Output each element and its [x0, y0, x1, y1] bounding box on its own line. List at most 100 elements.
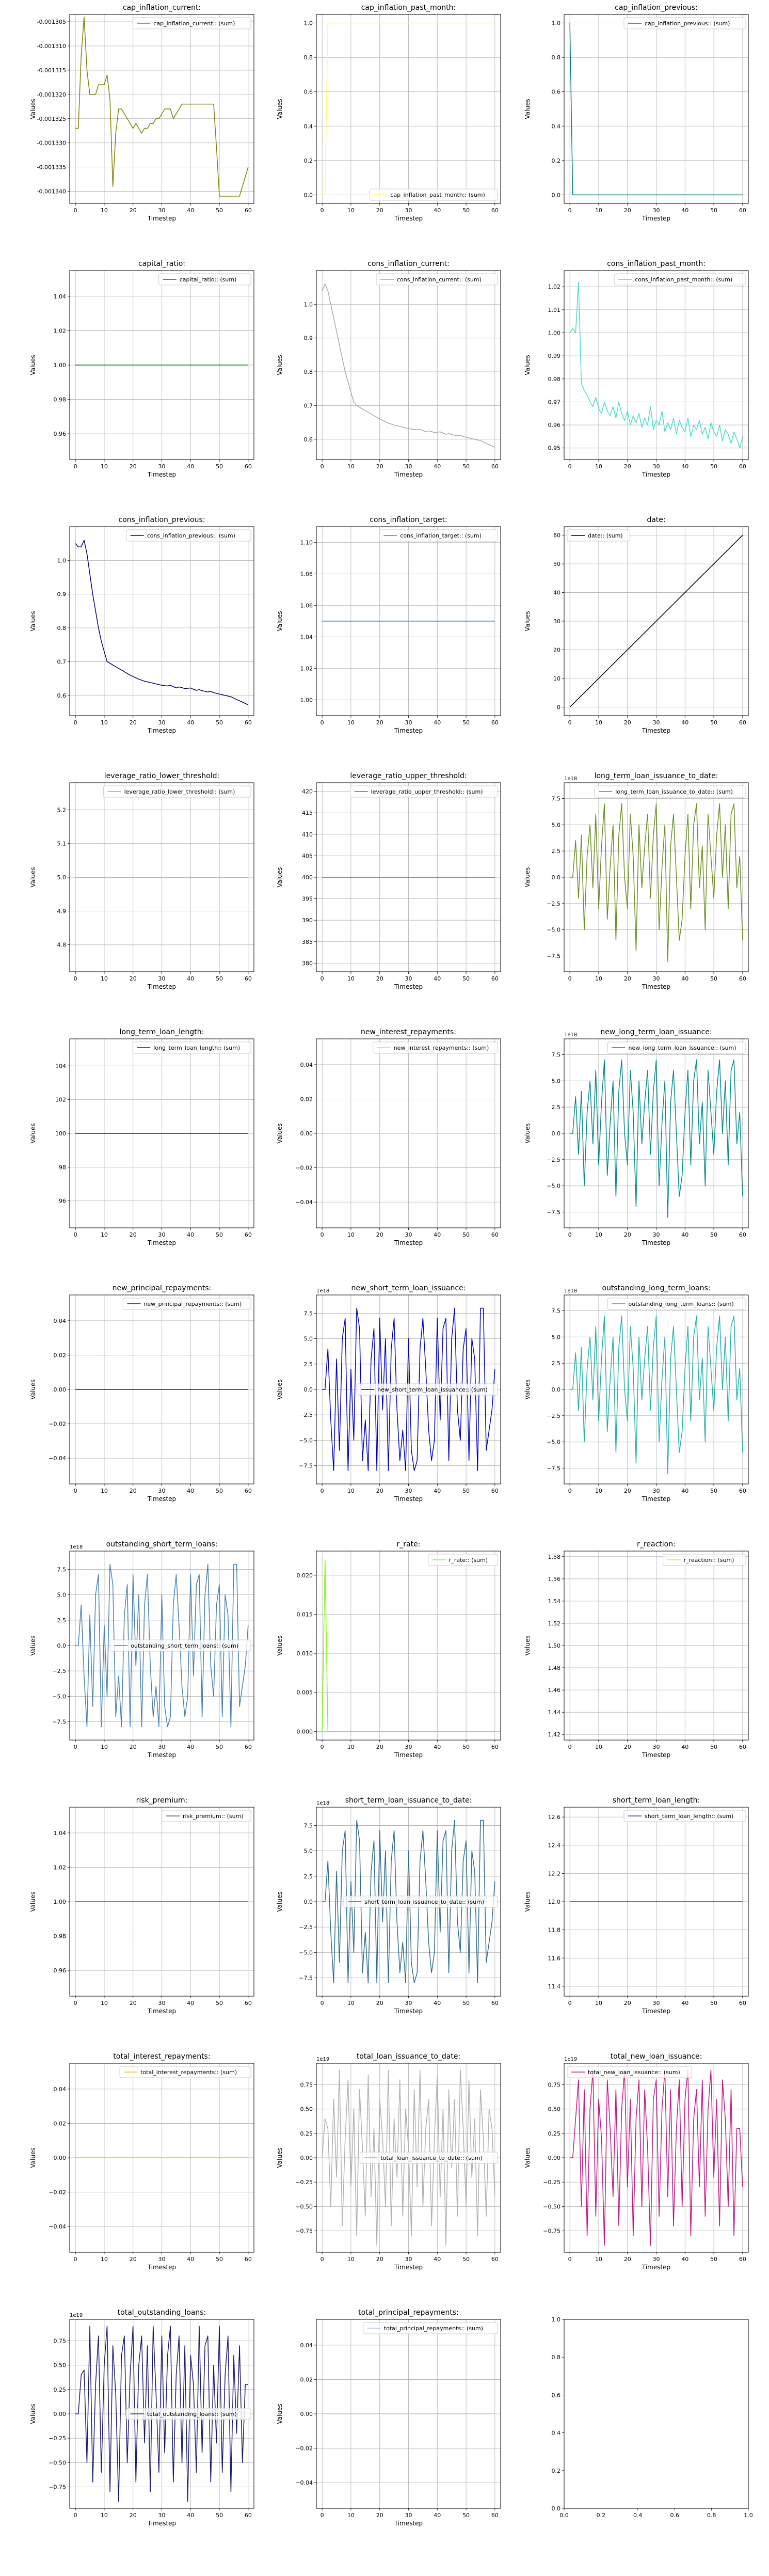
legend: capital_ratio:: (sum) [158, 273, 251, 286]
x-tick-label: 40 [434, 463, 441, 470]
x-tick-label: 40 [434, 1744, 441, 1750]
x-axis-label: Timestep [394, 2008, 423, 2015]
y-tick-label: 7.5 [304, 1822, 313, 1829]
legend-box [126, 529, 251, 542]
x-tick-label: 10 [101, 2512, 108, 2519]
y-axis-label: Values [524, 867, 531, 887]
y-tick-label: 0.2 [304, 157, 313, 164]
legend: total_interest_repayments:: (sum) [119, 2066, 251, 2078]
x-tick-label: 50 [216, 1488, 223, 1494]
legend: cons_inflation_past_month:: (sum) [614, 273, 746, 286]
y-tick-label: 0.2 [552, 2468, 561, 2474]
x-tick-label: 60 [739, 975, 746, 982]
x-axis-label: Timestep [147, 215, 176, 222]
x-tick-label: 10 [595, 2256, 602, 2263]
x-tick-label: 0.8 [707, 2512, 716, 2519]
x-tick-label: 40 [681, 2000, 688, 2006]
legend-box [132, 1041, 251, 1054]
y-tick-label: 7.5 [552, 1308, 561, 1315]
y-tick-label: 0.6 [552, 2392, 561, 2398]
x-tick-label: 0.4 [633, 2512, 643, 2519]
legend-label: long_term_loan_issuance_to_date:: (sum) [615, 788, 733, 795]
legend-label: short_term_loan_length:: (sum) [645, 1813, 733, 1820]
subplot-6: 0 10 20 30 40 50 60 0.95 0.96 0.97 0.98 0.99 1.00 1.0… [524, 260, 749, 478]
x-tick-label: 50 [462, 2256, 470, 2263]
legend-box [109, 1639, 251, 1652]
x-tick-label: 60 [491, 2000, 499, 2006]
legend-label: outstanding_long_term_loans:: (sum) [629, 1301, 734, 1307]
x-tick-label: 40 [681, 207, 688, 214]
x-tick-label: 10 [595, 1744, 602, 1750]
x-tick-label: 20 [624, 719, 631, 726]
y-tick-label: 5.0 [552, 821, 561, 828]
x-tick-label: 10 [101, 975, 108, 982]
x-tick-label: 60 [245, 719, 252, 726]
x-tick-label: 50 [216, 1744, 223, 1750]
y-tick-label: 0.020 [297, 1572, 313, 1579]
y-tick-label: 100 [55, 1130, 66, 1137]
axis-offset-label: 1e18 [316, 1800, 329, 1806]
legend-box [103, 785, 251, 798]
y-tick-label: 0.75 [54, 2338, 67, 2345]
y-tick-label: 2.5 [552, 1104, 561, 1111]
x-tick-label: 40 [187, 719, 194, 726]
series-line [322, 22, 495, 196]
x-tick-label: 50 [710, 719, 717, 726]
x-tick-label: 20 [130, 1231, 137, 1238]
x-tick-label: 60 [491, 463, 499, 470]
y-axis-label: Values [276, 611, 283, 631]
y-tick-label: 11.6 [548, 1955, 561, 1962]
y-tick-label: 0.96 [54, 1967, 67, 1974]
series-line [75, 540, 249, 705]
y-axis-label: Values [29, 99, 37, 119]
legend: outstanding_short_term_loans:: (sum) [109, 1639, 251, 1652]
x-tick-label: 20 [376, 719, 383, 726]
subplot-title: cons_inflation_past_month: [607, 260, 706, 268]
series-line [570, 1059, 743, 1218]
subplot-title: new_long_term_loan_issuance: [600, 1028, 712, 1036]
x-tick-label: 10 [347, 1231, 355, 1238]
series-line [322, 1307, 495, 1472]
x-tick-label: 40 [434, 2512, 441, 2519]
y-axis-label: Values [29, 867, 37, 887]
x-axis-label: Timestep [147, 2264, 176, 2271]
legend-label: total_loan_issuance_to_date:: (sum) [381, 2155, 483, 2161]
legend-box [162, 1810, 251, 1822]
subplot-16: 0 10 20 30 40 50 60 −0.04 −0.02 0.00 0.02 0.04 new_p… [29, 1284, 254, 1503]
y-axis-label: Values [524, 1635, 531, 1655]
x-tick-label: 60 [491, 2512, 499, 2519]
y-tick-label: 0.04 [300, 2342, 313, 2349]
subplot-title: cap_inflation_past_month: [361, 4, 456, 12]
y-tick-label: 0.000 [297, 1728, 313, 1735]
y-tick-label: 0.25 [54, 2387, 67, 2393]
y-tick-label: −0.02 [49, 1421, 66, 1428]
subplot-2: 0 10 20 30 40 50 60 0.0 0.2 0.4 0.6 0.8 1.0 cap_infla… [276, 4, 501, 222]
x-tick-label: 0 [321, 2000, 324, 2006]
y-tick-label: 395 [302, 896, 313, 903]
legend-box [158, 273, 251, 286]
legend-box [607, 1041, 746, 1054]
legend: new_interest_repayments:: (sum) [373, 1041, 498, 1054]
y-tick-label: 1.10 [300, 540, 313, 546]
y-tick-label: 1.01 [548, 307, 561, 313]
axis-offset-label: 1e18 [564, 776, 577, 782]
x-tick-label: 20 [130, 207, 137, 214]
x-tick-label: 50 [462, 1744, 470, 1750]
y-tick-label: 0.8 [304, 369, 313, 375]
y-tick-label: −7.5 [299, 1463, 313, 1469]
y-tick-label: 0.4 [304, 123, 313, 130]
subplot-title: short_term_loan_length: [613, 1796, 700, 1805]
x-axis-label: Timestep [147, 2520, 176, 2527]
x-tick-label: 20 [624, 1488, 631, 1494]
y-axis-label: Values [524, 611, 531, 631]
x-tick-label: 10 [347, 1744, 355, 1750]
y-axis-label: Values [276, 2147, 283, 2168]
x-tick-label: 0 [74, 463, 77, 470]
x-tick-label: 10 [347, 463, 355, 470]
subplot-17: 0 10 20 30 40 50 60 −7.5 −5.0 −2.5 0.0 2.5 5.0 7.5 1e1… [276, 1284, 501, 1503]
y-tick-label: 40 [553, 590, 560, 596]
x-tick-label: 10 [347, 2512, 355, 2519]
y-tick-label: 2.5 [57, 1617, 67, 1624]
x-tick-label: 20 [130, 719, 137, 726]
